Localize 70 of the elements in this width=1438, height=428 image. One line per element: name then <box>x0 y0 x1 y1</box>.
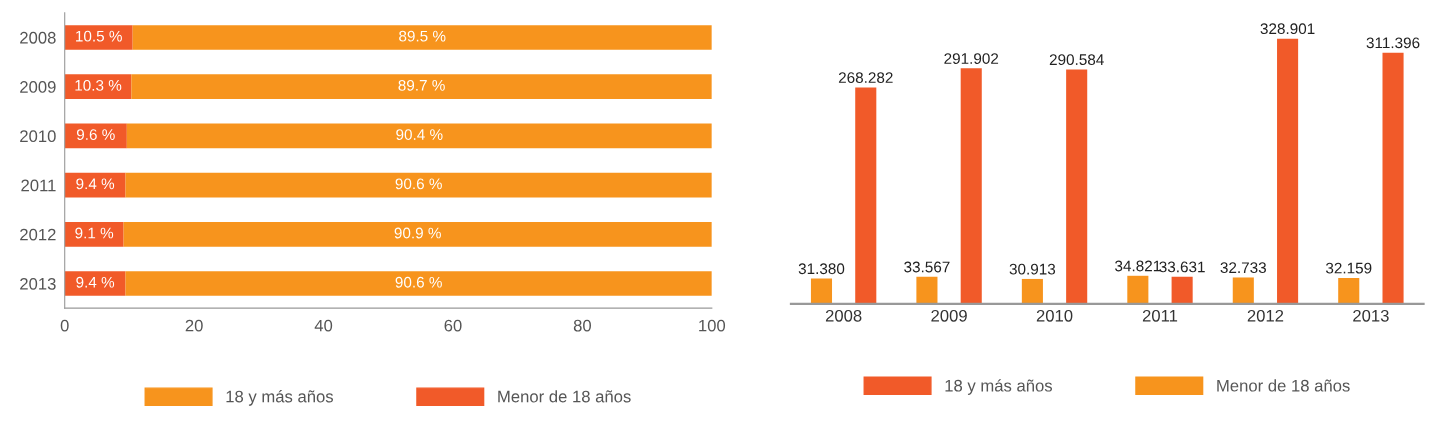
data-label: 90.6 % <box>395 178 442 190</box>
bar <box>960 68 982 304</box>
data-label: 10.3 % <box>75 79 122 91</box>
data-label: 32.159 <box>1325 262 1372 274</box>
x-tick-label: 20 <box>185 319 203 332</box>
bar <box>132 25 712 50</box>
data-label: 311.396 <box>1366 37 1420 49</box>
legend-label: 18 y más años <box>226 390 334 406</box>
bar <box>123 222 712 247</box>
x-tick-label: 2008 <box>825 309 862 322</box>
data-label: 31.380 <box>798 263 845 275</box>
x-tick-label: 60 <box>444 319 462 332</box>
bar <box>916 276 938 304</box>
bar <box>855 87 877 304</box>
bar <box>1382 52 1404 304</box>
bar <box>1127 275 1149 304</box>
x-tick-label: 0 <box>60 319 69 332</box>
data-label: 268.282 <box>838 72 893 84</box>
data-label: 33.631 <box>1159 261 1205 273</box>
bar <box>1338 277 1360 304</box>
bar <box>64 172 126 198</box>
legend-label: Menor de 18 años <box>498 390 631 403</box>
y-tick-label: 2012 <box>20 228 56 241</box>
x-tick-label: 80 <box>573 319 592 332</box>
x-tick-label: 100 <box>699 319 726 332</box>
data-label: 89.7 % <box>398 79 445 91</box>
x-tick-label: 2011 <box>1142 309 1178 322</box>
bar <box>64 74 132 99</box>
bar <box>126 123 712 149</box>
bar <box>64 222 124 247</box>
bar <box>64 123 127 149</box>
x-tick-label: 2013 <box>1353 309 1389 322</box>
data-label: 34.821 <box>1115 260 1161 272</box>
bar <box>131 74 712 99</box>
data-label: 9.1 % <box>75 227 114 239</box>
data-label: 33.567 <box>904 261 950 273</box>
y-tick-label: 2013 <box>20 277 56 290</box>
x-tick-label: 2012 <box>1247 309 1284 322</box>
data-label: 90.6 % <box>395 276 442 288</box>
x-tick-label: 2009 <box>931 309 967 322</box>
data-label: 32.733 <box>1220 262 1266 274</box>
data-label: 9.4 % <box>76 178 115 190</box>
data-label: 291.902 <box>944 53 999 64</box>
bar <box>64 25 133 50</box>
bar <box>1232 277 1254 304</box>
bar <box>1171 276 1193 304</box>
data-label: 10.5 % <box>76 30 122 42</box>
y-tick-label: 2009 <box>20 81 56 93</box>
bar <box>64 271 126 296</box>
y-tick-label: 2011 <box>21 179 56 192</box>
data-label: 290.584 <box>1049 54 1104 66</box>
data-label: 90.4 % <box>396 129 443 140</box>
data-label: 9.4 % <box>76 276 115 288</box>
legend-label: 18 y más años <box>945 379 1053 395</box>
bar <box>810 278 833 304</box>
bar <box>125 172 712 198</box>
bar <box>125 271 712 296</box>
bar <box>1021 278 1043 304</box>
y-tick-label: 2008 <box>20 31 56 44</box>
x-tick-label: 40 <box>314 319 333 332</box>
y-tick-label: 2010 <box>20 130 56 143</box>
data-label: 328.901 <box>1260 23 1315 35</box>
bar <box>1066 69 1088 304</box>
bar <box>1277 38 1299 304</box>
data-label: 30.913 <box>1009 263 1056 275</box>
data-label: 89.5 % <box>399 30 446 42</box>
data-label: 9.6 % <box>76 129 115 140</box>
x-tick-label: 2010 <box>1036 309 1073 322</box>
data-label: 90.9 % <box>394 227 441 239</box>
legend-label: Menor de 18 años <box>1217 379 1350 392</box>
